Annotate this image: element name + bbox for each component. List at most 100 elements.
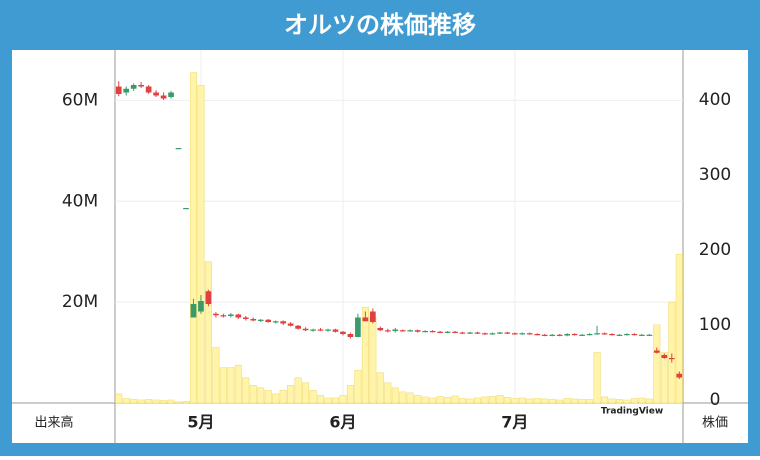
candle-body	[526, 333, 533, 335]
candle-body	[265, 319, 272, 322]
candle-body	[392, 329, 399, 331]
x-tick-label: 5月	[187, 413, 214, 432]
candle-body	[452, 331, 458, 333]
candle-body	[340, 331, 346, 334]
volume-bar	[324, 397, 332, 404]
candle-body	[310, 329, 316, 331]
volume-bar	[518, 397, 526, 404]
volume-bar	[675, 253, 683, 404]
volume-bar	[571, 398, 579, 404]
candle-body	[601, 333, 608, 335]
y-axis-label: 出来高	[34, 415, 73, 431]
candle-body	[257, 319, 264, 321]
candle-body	[287, 323, 294, 326]
candle-body	[437, 331, 443, 333]
candle-body	[407, 330, 414, 332]
candle-body	[377, 328, 384, 331]
volume-bar	[115, 393, 123, 404]
candle-body	[586, 334, 593, 336]
candle-body	[504, 332, 511, 334]
candle-body	[444, 331, 451, 333]
candle-body	[594, 333, 600, 335]
candle-body	[482, 333, 488, 335]
volume-bar	[496, 395, 504, 404]
volume-bar	[174, 401, 183, 404]
volume-bar	[578, 399, 586, 404]
y2-tick-label: 300	[699, 165, 731, 185]
y-tick-label: 20M	[62, 292, 98, 312]
candle-body	[631, 334, 638, 336]
volume-bar	[361, 306, 369, 404]
y2-axis-label: 株価	[702, 416, 728, 431]
candle-body	[115, 86, 122, 94]
candle-body	[317, 329, 324, 331]
candle-body	[355, 317, 361, 337]
candle-body	[668, 358, 675, 360]
volume-bar	[354, 369, 362, 404]
volume-bar	[279, 390, 287, 404]
y2-tick-label: 100	[699, 315, 731, 335]
candle-body	[639, 334, 645, 336]
candle-body	[384, 330, 391, 332]
candle-body	[497, 332, 503, 334]
candle-body	[138, 85, 144, 87]
volume-bar	[227, 367, 235, 404]
volume-bar	[145, 399, 153, 404]
volume-bar	[249, 385, 257, 404]
candle-body	[130, 85, 137, 89]
candle-body	[302, 328, 309, 331]
volume-bar	[541, 398, 549, 404]
volume-bar	[623, 399, 631, 404]
volume-bar	[548, 399, 556, 404]
volume-bar	[630, 398, 638, 404]
volume-bar	[660, 352, 668, 404]
volume-bar	[563, 398, 571, 404]
volume-bar	[436, 396, 444, 404]
volume-bar	[287, 385, 295, 404]
y2-tick-label: 200	[699, 240, 731, 260]
volume-bar	[556, 399, 564, 404]
candle-body	[459, 332, 466, 334]
volume-bar	[645, 398, 653, 404]
candle-body	[220, 315, 227, 317]
candle-body	[123, 88, 130, 93]
candle-body	[519, 333, 526, 335]
y2-tick-label: 400	[699, 90, 731, 110]
candle-body	[429, 331, 436, 333]
volume-bar	[309, 390, 317, 404]
volume-bar	[219, 367, 227, 404]
volume-bar	[369, 316, 377, 404]
volume-bar	[406, 392, 414, 404]
volume-bar	[608, 398, 616, 404]
candle-body	[512, 333, 518, 335]
volume-bar	[533, 398, 541, 404]
volume-bar	[160, 400, 168, 404]
volume-bar	[638, 397, 646, 404]
candle-body	[489, 333, 496, 335]
candle-body	[190, 304, 197, 318]
candle-body	[414, 330, 421, 332]
volume-bar	[429, 397, 437, 404]
volume-bar	[384, 382, 392, 404]
candle-body	[564, 334, 570, 336]
candle-body	[272, 321, 279, 323]
volume-bar	[167, 399, 175, 404]
candle-body	[422, 331, 428, 333]
volume-bar	[399, 391, 407, 404]
candle-body	[556, 334, 563, 336]
candle-body	[250, 319, 257, 321]
volume-bar	[593, 352, 601, 404]
volume-bar	[122, 398, 130, 404]
volume-bar	[586, 399, 594, 404]
candle-body	[153, 92, 159, 96]
candle-body	[534, 334, 541, 336]
candle-body	[145, 86, 152, 93]
volume-bar	[444, 397, 452, 404]
volume-bar	[346, 385, 354, 404]
candle-body	[183, 208, 189, 210]
volume-bar	[234, 364, 242, 404]
volume-bar	[257, 387, 265, 404]
candle-body	[571, 334, 578, 336]
candle-body	[676, 373, 683, 378]
